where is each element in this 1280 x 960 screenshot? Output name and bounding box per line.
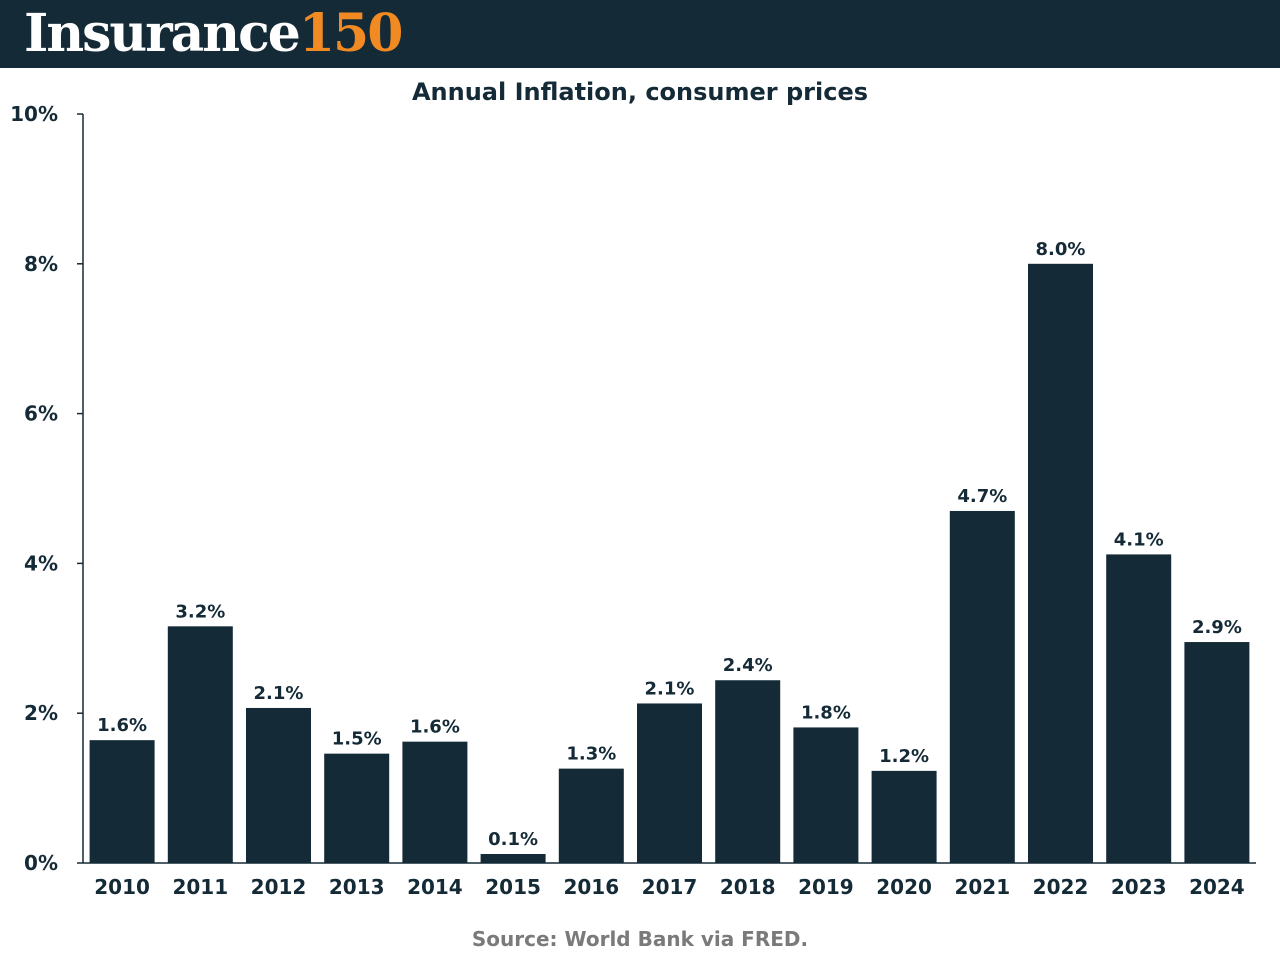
y-tick-label: 10% — [10, 102, 58, 126]
data-label-2013: 1.5% — [332, 729, 382, 750]
source-note: Source: World Bank via FRED. — [472, 927, 808, 951]
bar-2012 — [246, 707, 311, 863]
bar-2018 — [715, 680, 781, 863]
x-tick-label-2019: 2019 — [798, 875, 854, 899]
chart-title: Annual Inflation, consumer prices — [412, 78, 868, 106]
data-label-2016: 1.3% — [566, 744, 616, 765]
data-label-2021: 4.7% — [957, 486, 1007, 507]
bar-chart: Annual Inflation, consumer prices 0% 2% 4%… — [10, 78, 1256, 951]
data-label-2022: 8.0% — [1036, 239, 1086, 260]
x-tick-label-2021: 2021 — [954, 875, 1010, 899]
bar-2017 — [637, 703, 702, 863]
data-label-2024: 2.9% — [1192, 617, 1242, 638]
x-tick-label-2011: 2011 — [172, 875, 228, 899]
bar-2014 — [402, 741, 468, 863]
y-tick-label: 0% — [24, 851, 58, 875]
bar-2020 — [871, 770, 937, 863]
bar-2023 — [1106, 554, 1172, 863]
logo-text: Insurance — [24, 3, 301, 64]
bar-2013 — [324, 753, 390, 863]
data-label-2023: 4.1% — [1114, 529, 1164, 550]
bar-2021 — [949, 510, 1015, 863]
x-tick-label-2016: 2016 — [563, 875, 619, 899]
data-label-2012: 2.1% — [254, 683, 304, 704]
bar-2011 — [167, 626, 233, 863]
bar-2024 — [1184, 642, 1250, 863]
data-label-2018: 2.4% — [723, 655, 773, 676]
data-label-2010: 1.6% — [97, 715, 147, 736]
x-tick-label-2018: 2018 — [720, 875, 776, 899]
x-tick-label-2010: 2010 — [94, 875, 150, 899]
y-tick-label: 8% — [24, 252, 58, 276]
header-bar: Insurance150 — [0, 0, 1280, 68]
x-tick-label-2012: 2012 — [251, 875, 307, 899]
logo: Insurance150 — [24, 2, 404, 66]
bar-2022 — [1028, 263, 1093, 863]
data-label-2011: 3.2% — [175, 601, 225, 622]
data-label-2017: 2.1% — [645, 678, 695, 699]
x-tick-label-2015: 2015 — [485, 875, 541, 899]
y-tick-label: 6% — [24, 402, 58, 426]
bar-2015 — [480, 854, 546, 863]
data-label-2015: 0.1% — [488, 829, 538, 850]
x-tick-label-2024: 2024 — [1189, 875, 1245, 899]
y-tick-label: 4% — [24, 551, 58, 575]
bar-2016 — [558, 768, 624, 863]
data-label-2020: 1.2% — [879, 746, 929, 767]
x-tick-label-2023: 2023 — [1111, 875, 1167, 899]
x-tick-label-2014: 2014 — [407, 875, 463, 899]
x-tick-label-2017: 2017 — [642, 875, 698, 899]
data-label-2014: 1.6% — [410, 717, 460, 738]
x-tick-label-2020: 2020 — [876, 875, 932, 899]
logo-number: 150 — [298, 3, 404, 64]
x-tick-label-2022: 2022 — [1033, 875, 1089, 899]
x-tick-label-2013: 2013 — [329, 875, 385, 899]
data-label-2019: 1.8% — [801, 702, 851, 723]
bar-2019 — [793, 727, 859, 863]
bar-2010 — [89, 740, 155, 863]
y-tick-label: 2% — [24, 701, 58, 725]
